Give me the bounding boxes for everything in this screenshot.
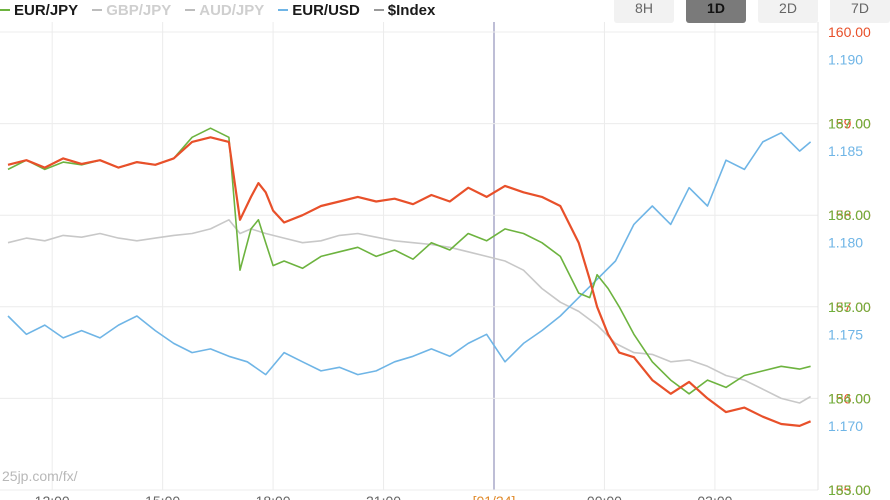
y-tick-label-blue: 1.180 (828, 235, 863, 251)
y-tick-label-red: 159.00 (828, 116, 871, 132)
legend-item-eur-jpy[interactable]: EUR/JPY (0, 2, 78, 19)
series-line-gbp-jpy (7, 219, 812, 404)
timeframe-button-7d[interactable]: 7D (830, 0, 890, 23)
timeframe-button-2d[interactable]: 2D (758, 0, 818, 23)
legend-item-index[interactable]: $Index (373, 1, 436, 19)
legend-label: GBP/JPY (106, 1, 172, 19)
x-tick-label: 03:00 (697, 493, 732, 500)
legend-label: EUR/USD (292, 1, 360, 19)
watermark-text: 25jp.com/fx/ (2, 468, 78, 484)
legend-label: $Index (387, 1, 436, 19)
y-tick-label-green: 184.00 (828, 390, 871, 406)
x-tick-label: 18:00 (256, 493, 291, 500)
x-tick-label: 12:00 (35, 493, 70, 500)
series-line-eur-usd (7, 132, 812, 376)
legend-item-eur-usd[interactable]: EUR/USD (278, 2, 360, 19)
timeframe-button-8h[interactable]: 8H (614, 0, 674, 23)
series-line-index (7, 136, 812, 427)
x-tick-label: 15:00 (145, 493, 180, 500)
legend-item-aud-jpy[interactable]: AUD/JPY (185, 2, 264, 19)
y-tick-label-blue: 1.175 (828, 326, 863, 342)
y-tick-label-red: 155.00 (828, 482, 871, 498)
legend-swatch (185, 9, 196, 11)
legend-label: EUR/JPY (14, 1, 79, 19)
legend-swatch (373, 9, 384, 11)
y-tick-label-red: 157.00 (828, 299, 871, 315)
y-tick-label-green: 183.00 (828, 482, 871, 498)
y-tick-label-green: 185.00 (828, 299, 871, 315)
y-tick-label-blue: 1.190 (828, 51, 863, 67)
x-tick-label: 21:00 (366, 493, 401, 500)
y-tick-label-red: 158.00 (828, 207, 871, 223)
legend-swatch (92, 9, 103, 11)
x-tick-label: 00:00 (587, 493, 622, 500)
legend-item-gbp-jpy[interactable]: GBP/JPY (92, 2, 171, 19)
y-tick-label-green: 186.00 (828, 207, 871, 223)
legend-swatch (0, 9, 10, 11)
y-tick-label-green: 187.00 (828, 116, 871, 132)
y-tick-label-red: 160.00 (828, 24, 871, 40)
y-tick-label-red: 156.00 (828, 390, 871, 406)
timeframe-button-1d[interactable]: 1D (686, 0, 746, 23)
series-line-eur-jpy (7, 127, 811, 395)
legend-label: AUD/JPY (199, 1, 265, 19)
x-tick-label: [01/24] (473, 493, 516, 500)
legend: EUR/JPY GBP/JPY AUD/JPY EUR/USD $Index (0, 0, 435, 22)
y-tick-label-blue: 1.185 (828, 143, 863, 159)
legend-swatch (278, 9, 289, 11)
y-tick-label-blue: 1.170 (828, 418, 863, 434)
timeframe-selector: 8H 1D 2D 7D (614, 0, 890, 23)
